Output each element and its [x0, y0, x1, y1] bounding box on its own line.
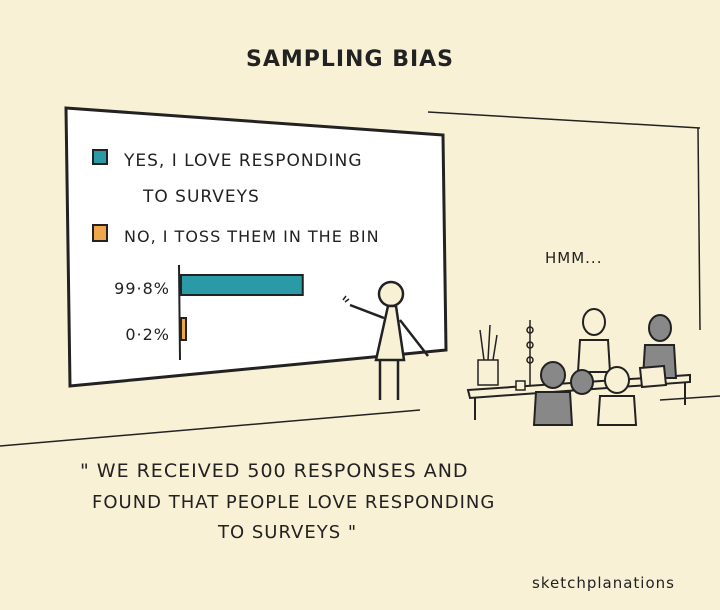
quote-line-2: FOUND THAT PEOPLE LOVE RESPONDING [92, 492, 495, 513]
whiteboard [64, 106, 448, 388]
floor-line [0, 395, 720, 447]
wall-corner-line [697, 127, 701, 331]
quote-line-3: TO SURVEYS " [217, 522, 357, 543]
legend-no-label: NO, I TOSS THEM IN THE BIN [124, 227, 380, 246]
bar-label-yes: 99·8% [114, 279, 170, 298]
marker-pen [342, 295, 350, 303]
bar-label-no: 0·2% [125, 325, 170, 344]
bar-yes [180, 274, 304, 296]
bar-no [180, 317, 187, 341]
quote-line-1: " WE RECEIVED 500 RESPONSES AND [80, 460, 469, 482]
legend-no-swatch [92, 224, 108, 242]
legend-yes-label: YES, I LOVE RESPONDING [123, 151, 363, 171]
sketchplanations-signature: sketchplanations [532, 574, 675, 592]
bar-axis [178, 264, 181, 361]
legend-yes-swatch [92, 149, 108, 165]
legend-yes-label-cont: TO SURVEYS [142, 187, 260, 207]
title: SAMPLING BIAS [246, 47, 454, 72]
audience [532, 308, 678, 426]
plant-stand-icon [526, 320, 534, 385]
presenter-figure [349, 280, 429, 400]
mug-icon [515, 380, 526, 391]
ceiling-line [427, 111, 701, 129]
plant-icon [477, 324, 499, 386]
speech-hmm: HMM... [545, 249, 602, 267]
